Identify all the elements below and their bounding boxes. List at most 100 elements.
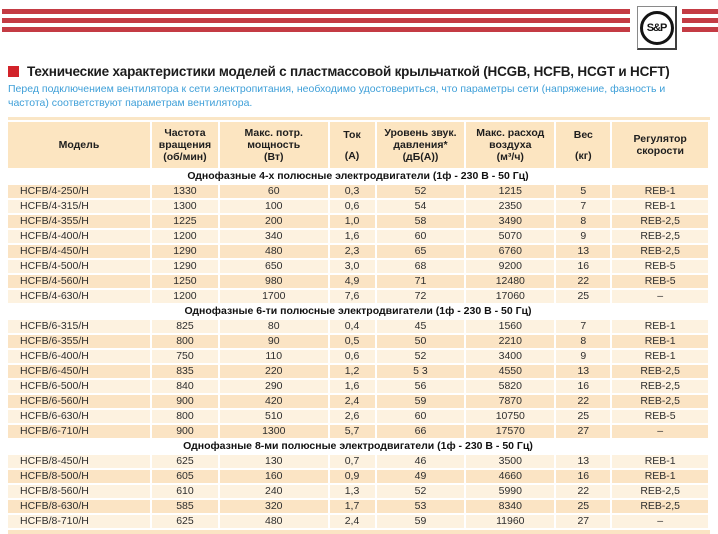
model-cell: HCFB/4-355/H (8, 215, 152, 231)
model-cell: HCFB/8-500/H (8, 470, 152, 486)
value-cell-noise: 60 (376, 410, 467, 426)
value-cell-rpm: 825 (151, 320, 220, 336)
value-cell-noise: 65 (376, 245, 467, 261)
model-cell: HCFB/4-400/H (8, 230, 152, 246)
value-cell-current: 4,9 (329, 275, 377, 291)
table-row: HCFB/4-500/H 1290 650 3,0 68 9200 16 REB-5 (8, 260, 710, 276)
value-cell-current: 1,6 (329, 230, 377, 246)
model-cell: HCFB/6-630/H (8, 410, 152, 426)
value-cell-power: 320 (220, 500, 330, 516)
table-row: HCFB/8-450/H 625 130 0,7 46 3500 13 REB-1 (8, 455, 710, 471)
value-cell-noise: 59 (376, 515, 467, 531)
sp-logo-circle: S&P (639, 10, 674, 45)
value-cell-noise: 53 (376, 500, 467, 516)
value-cell-rpm: 900 (151, 425, 220, 441)
column-header-noise: Уровень звук. давления* (дБ(А)) (376, 122, 467, 171)
table-row: HCFB/6-450/H 835 220 1,2 5 3 4550 13 REB-2,5 (8, 365, 710, 381)
value-cell-current: 1,7 (329, 500, 377, 516)
value-cell-weight: 9 (556, 230, 613, 246)
value-cell-rpm: 750 (151, 350, 220, 366)
column-header-weight: Вес (кг) (556, 122, 613, 171)
table-row: HCFB/6-315/H 825 80 0,4 45 1560 7 REB-1 (8, 320, 710, 336)
value-cell-weight: 27 (556, 425, 613, 441)
value-cell-weight: 16 (556, 380, 613, 396)
value-cell-regulator: REB-2,5 (612, 215, 710, 231)
value-cell-current: 0,9 (329, 470, 377, 486)
value-cell-rpm: 800 (151, 335, 220, 351)
value-cell-airflow: 9200 (466, 260, 557, 276)
model-cell: HCFB/8-630/H (8, 500, 152, 516)
table-row: HCFB/4-250/H 1330 60 0,3 52 1215 5 REB-1 (8, 185, 710, 201)
value-cell-current: 0,3 (329, 185, 377, 201)
red-stripes-left (2, 6, 630, 36)
table-row: HCFB/6-710/H 900 1300 5,7 66 17570 27– (8, 425, 710, 441)
value-cell-weight: 25 (556, 410, 613, 426)
value-cell-regulator: – (612, 290, 710, 306)
table-top-edge (8, 117, 710, 121)
model-cell: HCFB/4-315/H (8, 200, 152, 216)
column-header-current: Ток (А) (329, 122, 377, 171)
value-cell-regulator: REB-5 (612, 260, 710, 276)
table-row: HCFB/8-630/H 585 320 1,7 53 8340 25 REB-2,5 (8, 500, 710, 516)
value-cell-airflow: 1215 (466, 185, 557, 201)
value-cell-airflow: 12480 (466, 275, 557, 291)
value-cell-current: 0,7 (329, 455, 377, 471)
model-cell: HCFB/4-560/H (8, 275, 152, 291)
value-cell-airflow: 4550 (466, 365, 557, 381)
section-title: Однофазные 8-ми полюсные электродвигател… (8, 440, 710, 456)
value-cell-current: 0,6 (329, 200, 377, 216)
value-cell-airflow: 5820 (466, 380, 557, 396)
table-bottom-edge (8, 530, 710, 534)
value-cell-rpm: 1290 (151, 260, 220, 276)
value-cell-power: 80 (220, 320, 330, 336)
model-cell: HCFB/6-450/H (8, 365, 152, 381)
value-cell-airflow: 5990 (466, 485, 557, 501)
value-cell-power: 980 (220, 275, 330, 291)
value-cell-rpm: 1290 (151, 245, 220, 261)
value-cell-rpm: 1200 (151, 290, 220, 306)
value-cell-power: 510 (220, 410, 330, 426)
value-cell-noise: 68 (376, 260, 467, 276)
value-cell-current: 0,6 (329, 350, 377, 366)
value-cell-weight: 8 (556, 215, 613, 231)
value-cell-power: 130 (220, 455, 330, 471)
value-cell-regulator: REB-1 (612, 350, 710, 366)
value-cell-noise: 52 (376, 185, 467, 201)
table-header-row: Модель Частота вращения (об/мин) Макс. потр.… (8, 122, 710, 171)
value-cell-regulator: REB-2,5 (612, 245, 710, 261)
value-cell-noise: 58 (376, 215, 467, 231)
value-cell-regulator: REB-1 (612, 320, 710, 336)
value-cell-rpm: 835 (151, 365, 220, 381)
value-cell-regulator: REB-1 (612, 335, 710, 351)
table-row: HCFB/8-560/H 610 240 1,3 52 5990 22 REB-2,5 (8, 485, 710, 501)
value-cell-power: 200 (220, 215, 330, 231)
value-cell-rpm: 1225 (151, 215, 220, 231)
value-cell-airflow: 1560 (466, 320, 557, 336)
value-cell-weight: 25 (556, 500, 613, 516)
model-cell: HCFB/8-560/H (8, 485, 152, 501)
value-cell-current: 1,2 (329, 365, 377, 381)
value-cell-weight: 8 (556, 335, 613, 351)
value-cell-current: 0,5 (329, 335, 377, 351)
value-cell-current: 2,3 (329, 245, 377, 261)
value-cell-current: 1,0 (329, 215, 377, 231)
value-cell-airflow: 4660 (466, 470, 557, 486)
model-cell: HCFB/4-450/H (8, 245, 152, 261)
model-cell: HCFB/6-315/H (8, 320, 152, 336)
table-row: HCFB/6-560/H 900 420 2,4 59 7870 22 REB-2,5 (8, 395, 710, 411)
column-header-airflow: Макс. расход воздуха (м³/ч) (466, 122, 557, 171)
column-header-regulator: Регулятор скорости (612, 122, 710, 171)
value-cell-weight: 9 (556, 350, 613, 366)
value-cell-airflow: 17570 (466, 425, 557, 441)
table-row: HCFB/4-400/H 1200 340 1,6 60 5070 9 REB-2,5 (8, 230, 710, 246)
value-cell-noise: 56 (376, 380, 467, 396)
value-cell-rpm: 1200 (151, 230, 220, 246)
value-cell-current: 3,0 (329, 260, 377, 276)
value-cell-weight: 22 (556, 485, 613, 501)
value-cell-rpm: 585 (151, 500, 220, 516)
value-cell-power: 290 (220, 380, 330, 396)
model-cell: HCFB/4-630/H (8, 290, 152, 306)
value-cell-weight: 13 (556, 455, 613, 471)
model-cell: HCFB/6-500/H (8, 380, 152, 396)
